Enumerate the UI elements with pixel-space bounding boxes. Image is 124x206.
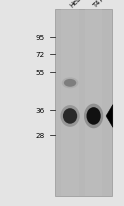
Ellipse shape [62,78,78,89]
Ellipse shape [64,80,76,87]
Bar [61,10,79,196]
Text: HeLa: HeLa [69,0,85,8]
Bar [55,10,112,196]
Bar [85,10,102,196]
Text: 72: 72 [35,52,45,57]
Text: 55: 55 [35,70,45,76]
Text: T47D: T47D [92,0,109,8]
Ellipse shape [63,109,77,124]
Text: 95: 95 [35,35,45,41]
Text: 36: 36 [35,107,45,113]
Text: 28: 28 [35,132,45,138]
Ellipse shape [84,104,103,129]
Polygon shape [106,105,113,128]
Ellipse shape [60,105,80,127]
Ellipse shape [87,108,101,125]
